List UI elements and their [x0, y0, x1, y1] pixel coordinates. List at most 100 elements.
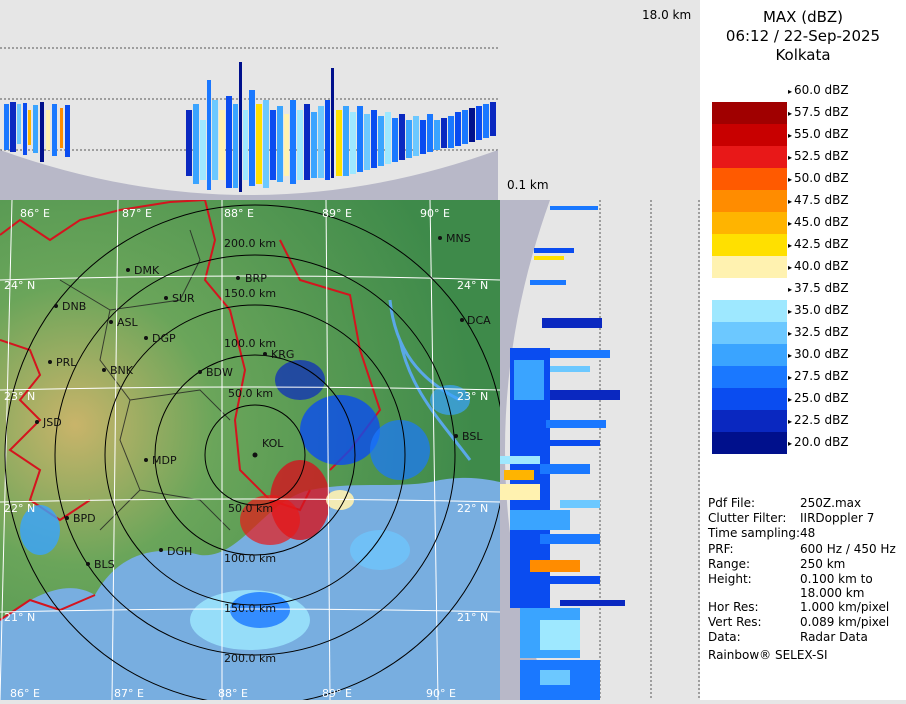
lon-label: 88° E [224, 207, 254, 220]
legend-swatch [712, 212, 787, 234]
metadata-value: IIRDoppler 7 [800, 511, 875, 525]
legend-swatch [712, 410, 787, 432]
metadata-value: 0.100 km to [800, 572, 873, 586]
city-label: MNS [446, 232, 471, 245]
ring-label: 50.0 km [228, 502, 273, 515]
metadata-key: Pdf File: [708, 496, 756, 510]
city-label: BLS [94, 558, 115, 571]
software-footer: Rainbow® SELEX-SI [708, 648, 828, 662]
lon-label: 89° E [322, 687, 352, 700]
city-label: BNK [110, 364, 134, 377]
lon-label: 90° E [426, 687, 456, 700]
legend-label: 27.5 dBZ [788, 369, 849, 383]
lat-label: 22° N [457, 502, 488, 515]
city-label: KOL [262, 437, 284, 450]
ring-label: 150.0 km [224, 602, 276, 615]
lon-label: 86° E [20, 207, 50, 220]
lat-label: 23° N [4, 390, 35, 403]
legend-label: 35.0 dBZ [788, 303, 849, 317]
profile-echoes-left [4, 102, 70, 162]
legend-label: 20.0 dBZ [788, 435, 849, 449]
district-lines [59, 229, 231, 531]
legend-swatch [712, 102, 787, 124]
lon-label: 90° E [420, 207, 450, 220]
metadata-key: Time sampling: [708, 526, 801, 540]
lat-label: 22° N [4, 502, 35, 515]
earth-wedge [0, 150, 498, 200]
product-title: MAX (dBZ) [762, 8, 844, 26]
lon-label: 87° E [122, 207, 152, 220]
lat-label: 23° N [457, 390, 488, 403]
metadata-key: PRF: [708, 542, 734, 556]
side-profile-svg [500, 200, 700, 700]
metadata-key: Data: [708, 630, 741, 644]
lon-label: 86° E [10, 687, 40, 700]
lon-label: 88° E [218, 687, 248, 700]
legend-label: 50.0 dBZ [788, 171, 849, 185]
metadata-value: 250Z.max [800, 496, 862, 510]
radar-echoes [20, 360, 470, 650]
ring-label: 200.0 km [224, 652, 276, 665]
ring-label: 100.0 km [224, 552, 276, 565]
ring-label: 150.0 km [224, 287, 276, 300]
metadata-value: 18.000 km [800, 586, 865, 600]
legend-swatch [712, 344, 787, 366]
profile-echoes-right [186, 62, 496, 192]
metadata-key: Range: [708, 557, 751, 571]
city-markers: MNS DMK BRP DNB SUR DCA ASL DGP KRG PRL … [35, 232, 491, 571]
legend-swatch [712, 366, 787, 388]
legend-label: 57.5 dBZ [788, 105, 849, 119]
metadata-key: Clutter Filter: [708, 511, 787, 525]
legend-label: 42.5 dBZ [788, 237, 849, 251]
metadata-value: 600 Hz / 450 Hz [800, 542, 896, 556]
metadata-key: Hor Res: [708, 600, 759, 614]
radar-map-svg: 86° E 87° E 88° E 89° E 90° E 86° E 87° … [0, 200, 500, 700]
legend-swatch [712, 256, 787, 278]
lat-label: 21° N [4, 611, 35, 624]
radar-map-panel: 86° E 87° E 88° E 89° E 90° E 86° E 87° … [0, 200, 500, 700]
city-label: DGH [167, 545, 192, 558]
side-profile-panel [500, 200, 700, 700]
city-label: DGP [152, 332, 176, 345]
metadata-value: Radar Data [800, 630, 868, 644]
height-bottom-label: 0.1 km [507, 178, 549, 192]
lon-labels-top: 86° E 87° E 88° E 89° E 90° E [20, 207, 450, 220]
city-label: SUR [172, 292, 195, 305]
legend-label: 37.5 dBZ [788, 281, 849, 295]
legend-label: 22.5 dBZ [788, 413, 849, 427]
legend-label: 45.0 dBZ [788, 215, 849, 229]
top-profile-panel [0, 0, 700, 200]
range-rings [4, 204, 500, 700]
legend-swatch [712, 234, 787, 256]
lat-labels-left: 24° N 23° N 22° N 21° N [4, 279, 35, 624]
legend-label: 60.0 dBZ [788, 83, 849, 97]
lat-label: 21° N [457, 611, 488, 624]
lon-labels-bottom: 86° E 87° E 88° E 89° E 90° E [10, 687, 456, 700]
legend-swatch [712, 322, 787, 344]
legend-label: 55.0 dBZ [788, 127, 849, 141]
legend-swatch [712, 190, 787, 212]
legend-label: 47.5 dBZ [788, 193, 849, 207]
legend-swatch [712, 124, 787, 146]
city-label: DMK [134, 264, 160, 277]
city-label: ASL [117, 316, 139, 329]
metadata-value: 48 [800, 526, 816, 540]
lat-labels-right: 24° N 23° N 22° N 21° N [457, 279, 488, 624]
metadata-value: 0.089 km/pixel [800, 615, 890, 629]
city-label: MDP [152, 454, 177, 467]
info-panel: MAX (dBZ) 06:12 / 22-Sep-2025 Kolkata 60… [700, 0, 906, 700]
lat-label: 24° N [457, 279, 488, 292]
lon-label: 87° E [114, 687, 144, 700]
city-label: DNB [62, 300, 86, 313]
legend-label: 52.5 dBZ [788, 149, 849, 163]
metadata-key: Vert Res: [708, 615, 762, 629]
legend-swatch [712, 388, 787, 410]
metadata-key: Height: [708, 572, 752, 586]
lon-label: 89° E [322, 207, 352, 220]
city-label: DCA [467, 314, 491, 327]
ring-label: 50.0 km [228, 387, 273, 400]
top-profile-svg [0, 47, 498, 200]
ring-label: 200.0 km [224, 237, 276, 250]
side-echoes [500, 206, 625, 700]
legend-label: 25.0 dBZ [788, 391, 849, 405]
